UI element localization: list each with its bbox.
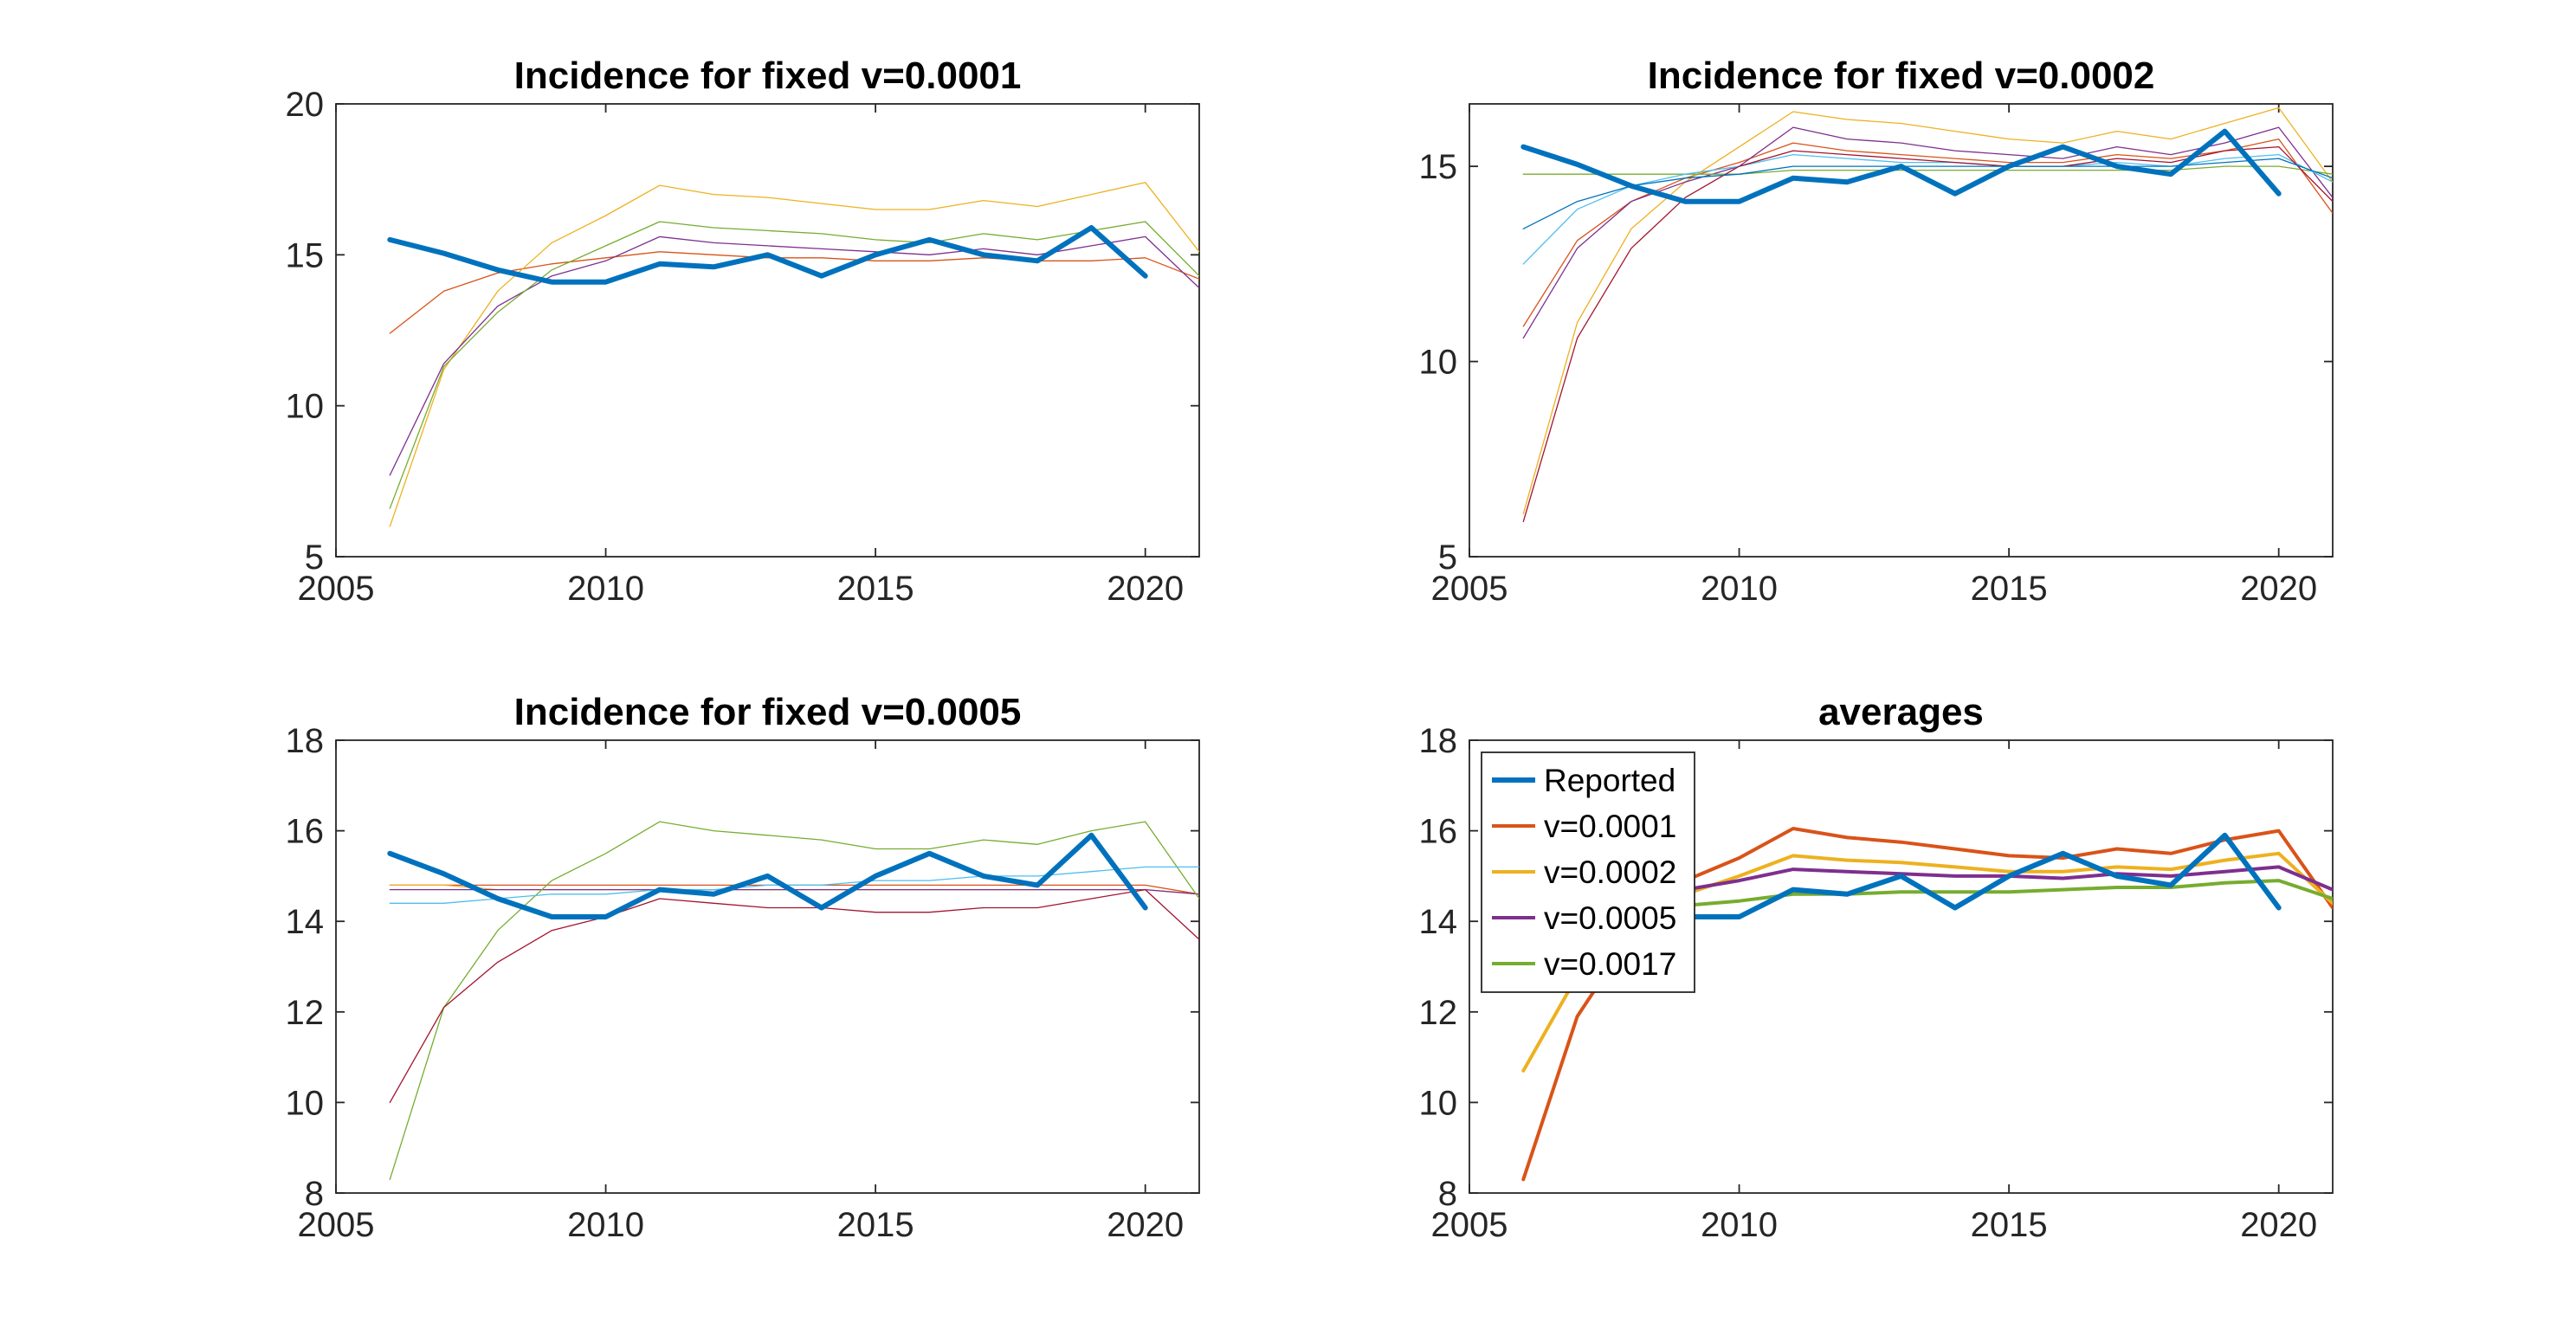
legend-label: v=0.0001	[1544, 809, 1676, 844]
y-tick-label: 10	[1419, 1084, 1458, 1122]
x-tick-label: 2015	[837, 570, 914, 608]
series-line-1	[387, 832, 1148, 919]
y-tick-label: 10	[1419, 344, 1458, 382]
chart-panel-3: 2005 2010 2015 2020 8 10 12 14 16 18 Incidence for…	[286, 691, 1200, 1244]
series-line-8	[1522, 158, 2333, 229]
chart-panel-1: 2005 2010 2015 2020 5 10 15 20 Incidence for fix…	[286, 55, 1200, 608]
chart-title: Incidence for fixed v=0.0002	[1648, 55, 2155, 97]
chart-panel-4: 2005 2010 2015 2020 8 10 12 14 16 18 averages Repor…	[1419, 691, 2334, 1244]
plot-area	[335, 103, 1200, 558]
legend-label: Reported	[1544, 763, 1675, 798]
chart-title: Incidence for fixed v=0.0001	[514, 55, 1022, 97]
y-tick-label: 5	[1438, 539, 1457, 577]
plot-area	[335, 739, 1200, 1194]
series-group	[387, 182, 1199, 527]
series-line-3	[1522, 106, 2333, 515]
y-tick-label: 18	[1419, 722, 1458, 760]
y-tick-label: 15	[1419, 148, 1458, 186]
x-tick-label: 2010	[1701, 570, 1778, 608]
series-line-7	[1522, 145, 2333, 523]
y-tick-label: 5	[305, 539, 324, 577]
series-line-1	[387, 225, 1148, 285]
x-tick-label: 2005	[298, 570, 375, 608]
series-line-5	[1522, 165, 2333, 175]
x-tick-label: 2010	[567, 570, 644, 608]
series-line-5	[389, 821, 1199, 1180]
y-tick-label: 12	[1419, 994, 1458, 1032]
y-tick-label: 10	[286, 1084, 325, 1122]
x-tick-label: 2020	[2240, 570, 2317, 608]
legend-label: v=0.0017	[1544, 946, 1676, 982]
y-tick-label: 20	[286, 86, 325, 124]
x-tick-label: 2015	[1971, 1206, 2048, 1244]
y-tick-label: 10	[286, 388, 325, 426]
series-line-6	[389, 866, 1199, 904]
y-tick-label: 8	[305, 1175, 324, 1213]
plot-area	[1469, 739, 2334, 1194]
chart-panel-2: 2005 2010 2015 2020 5 10 15 Incidence for fixed…	[1419, 55, 2334, 608]
y-tick-label: 16	[286, 813, 325, 851]
x-tick-label: 2020	[1107, 570, 1184, 608]
legend-label: v=0.0005	[1544, 900, 1676, 936]
y-tick-label: 12	[286, 994, 325, 1032]
x-tick-label: 2010	[1701, 1206, 1778, 1244]
y-tick-label: 14	[286, 903, 325, 941]
x-tick-label: 2015	[837, 1206, 914, 1244]
x-tick-label: 2020	[2240, 1206, 2317, 1244]
chart-title: averages	[1818, 691, 1984, 733]
x-tick-label: 2005	[1431, 1206, 1508, 1244]
series-line-3	[389, 182, 1199, 527]
series-group	[1520, 106, 2333, 523]
series-line-1	[1520, 128, 2282, 204]
x-tick-label: 2005	[1431, 570, 1508, 608]
legend: Reported v=0.0001 v=0.0002 v=0.0005 v=0.0017	[1481, 751, 1695, 993]
x-tick-label: 2015	[1971, 570, 2048, 608]
y-tick-label: 8	[1438, 1175, 1457, 1213]
series-line-5	[389, 221, 1199, 509]
series-line-7	[389, 888, 1199, 1104]
y-tick-label: 18	[286, 722, 325, 760]
y-tick-label: 15	[286, 236, 325, 274]
chart-title: Incidence for fixed v=0.0005	[514, 691, 1022, 733]
x-tick-label: 2005	[298, 1206, 375, 1244]
series-line-6	[1522, 153, 2333, 265]
plot-area	[1469, 103, 2334, 558]
x-tick-label: 2020	[1107, 1206, 1184, 1244]
series-group	[387, 821, 1199, 1180]
y-tick-label: 14	[1419, 903, 1458, 941]
legend-label: v=0.0002	[1544, 855, 1676, 890]
y-tick-label: 16	[1419, 813, 1458, 851]
x-tick-label: 2010	[567, 1206, 644, 1244]
series-line-4	[1522, 126, 2333, 339]
series-line-2	[389, 251, 1199, 334]
